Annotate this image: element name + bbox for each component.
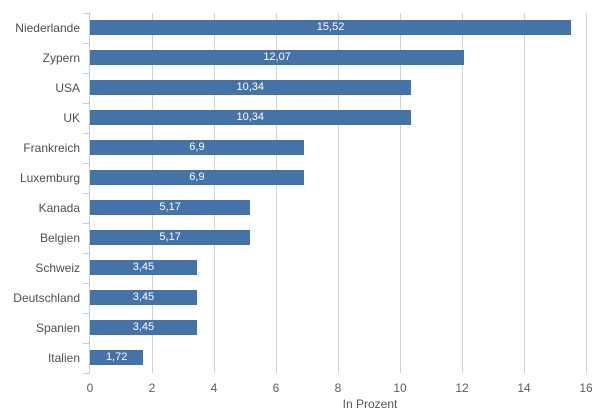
bar-value-label: 3,45 — [132, 321, 155, 333]
bar: 3,45 — [90, 290, 197, 305]
gridline — [586, 13, 587, 373]
category-label: Niederlande — [15, 21, 80, 35]
category-label: UK — [63, 111, 80, 125]
bar-value-label: 3,45 — [132, 261, 155, 273]
category-axis-tick — [83, 223, 90, 224]
category-axis-tick — [83, 43, 90, 44]
bar: 15,52 — [90, 20, 572, 35]
gridline — [524, 13, 525, 373]
gridline — [152, 13, 153, 373]
bar: 5,17 — [90, 200, 251, 215]
bar: 3,45 — [90, 320, 197, 335]
x-tick-label: 4 — [210, 381, 218, 395]
gridline — [338, 13, 339, 373]
bar: 1,72 — [90, 350, 144, 365]
category-axis-tick — [83, 253, 90, 254]
bar-value-label: 6,9 — [189, 141, 205, 153]
chart-row: Italien 1,72 — [48, 343, 586, 373]
bar-value-label: 3,45 — [132, 291, 155, 303]
bar-value-label: 5,17 — [159, 201, 181, 213]
category-label: Schweiz — [35, 261, 80, 275]
gridline — [214, 13, 215, 373]
category-axis-tick — [83, 103, 90, 104]
bar-value-label: 10,34 — [236, 81, 265, 93]
category-axis-tick — [83, 193, 90, 194]
category-axis-tick — [83, 343, 90, 344]
bar: 6,9 — [90, 170, 304, 185]
plot-area: Niederlande 15,52 Zypern 12,07 USA 10,34 UK 10,… — [13, 13, 587, 374]
category-axis-tick — [83, 373, 90, 374]
chart-row: Frankreich 6,9 — [23, 133, 586, 163]
category-label: Kanada — [38, 201, 80, 215]
x-axis-title: In Prozent — [342, 397, 398, 408]
bar-value-label: 10,34 — [236, 111, 265, 123]
category-label: Italien — [47, 351, 80, 365]
x-tick-label: 8 — [334, 381, 342, 395]
category-label: Frankreich — [23, 141, 80, 155]
chart-row: Spanien 3,45 — [36, 313, 586, 343]
category-axis-tick — [83, 283, 90, 284]
chart-row: UK 10,34 — [63, 103, 586, 133]
bar-value-label: 5,17 — [159, 231, 181, 243]
bar: 6,9 — [90, 140, 304, 155]
gridline — [462, 13, 463, 373]
x-tick-label: 0 — [86, 381, 94, 395]
chart-row: Luxemburg 6,9 — [20, 163, 586, 193]
x-tick-label: 12 — [455, 381, 469, 395]
category-label: Spanien — [35, 321, 80, 335]
category-label: USA — [55, 81, 80, 95]
chart-row: Zypern 12,07 — [43, 43, 586, 73]
category-label: Luxemburg — [19, 171, 80, 185]
gridline — [400, 13, 401, 373]
gridline — [276, 13, 277, 373]
x-tick-label: 14 — [517, 381, 531, 395]
chart-row: USA 10,34 — [55, 73, 586, 103]
chart-row: Deutschland 3,45 — [13, 283, 586, 313]
chart-row: Belgien 5,17 — [40, 223, 586, 253]
bar-value-label: 1,72 — [105, 351, 128, 363]
chart-row: Kanada 5,17 — [39, 193, 586, 223]
bar-value-label: 15,52 — [316, 21, 345, 33]
category-axis-tick — [83, 133, 90, 134]
bar: 10,34 — [90, 110, 411, 125]
category-label: Belgien — [39, 231, 80, 245]
bar: 3,45 — [90, 260, 197, 275]
x-tick-label: 6 — [272, 381, 280, 395]
category-label: Deutschland — [13, 291, 80, 305]
bar: 12,07 — [90, 50, 465, 65]
x-tick-label: 16 — [579, 381, 593, 395]
category-axis-tick — [83, 313, 90, 314]
category-axis-tick — [83, 13, 90, 14]
category-axis-tick — [83, 73, 90, 74]
category-label: Zypern — [42, 51, 80, 65]
bar-value-label: 6,9 — [189, 171, 205, 183]
bar: 5,17 — [90, 230, 251, 245]
chart-row: Niederlande 15,52 — [15, 13, 586, 43]
bar-value-label: 12,07 — [263, 51, 291, 63]
x-tick-label: 10 — [393, 381, 407, 395]
category-axis-tick — [83, 163, 90, 164]
bar: 10,34 — [90, 80, 411, 95]
x-tick-label: 2 — [148, 381, 156, 395]
chart-row: Schweiz 3,45 — [35, 253, 586, 283]
